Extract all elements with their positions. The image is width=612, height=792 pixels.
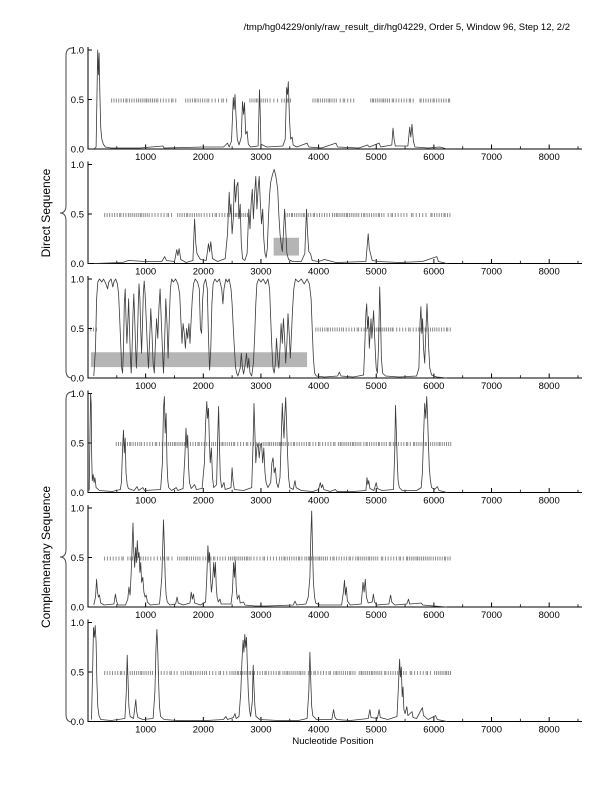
y-tick-label: 1.0 (71, 389, 84, 400)
y-tick-label: 1.0 (71, 503, 84, 514)
x-tick-label: 5000 (366, 725, 387, 736)
y-tick-label: 0.5 (71, 438, 84, 449)
x-tick-label: 6000 (423, 610, 444, 621)
panel-axes (87, 619, 582, 722)
x-tick-label: 2000 (193, 267, 214, 278)
x-tick-label: 8000 (539, 267, 560, 278)
y-tick-label: 0.0 (71, 373, 84, 384)
y-tick-label: 0.5 (71, 553, 84, 564)
x-tick-label: 6000 (423, 381, 444, 392)
sequence-curve (91, 625, 448, 722)
panel-direct-2: 0.0 0.5 1.0 1000 2000 3000 4000 5000 6000 7000 800… (71, 160, 582, 278)
x-tick-label: 4000 (308, 267, 329, 278)
x-tick-label: 2000 (193, 725, 214, 736)
x-tick-label: 8000 (539, 152, 560, 163)
x-tick-label: 8000 (539, 725, 560, 736)
figure-title: /tmp/hg04229/only/raw_result_dir/hg04229… (243, 22, 570, 33)
x-tick-label: 7000 (481, 610, 502, 621)
x-tick-label: 7000 (481, 725, 502, 736)
x-tick-label: 3000 (250, 496, 271, 507)
x-tick-label: 4000 (308, 496, 329, 507)
x-tick-label: 5000 (366, 496, 387, 507)
x-tick-label: 5000 (366, 152, 387, 163)
y-tick-label: 1.0 (71, 618, 84, 629)
x-tick-label: 1000 (135, 152, 156, 163)
y-tick-label: 0.5 (71, 209, 84, 220)
x-tick-label: 1000 (135, 496, 156, 507)
x-tick-label: 7000 (481, 496, 502, 507)
x-tick-label: 2000 (193, 381, 214, 392)
sequence-curve (93, 278, 448, 379)
x-tick-label: 4000 (308, 381, 329, 392)
x-tick-label: 3000 (250, 267, 271, 278)
x-tick-label: 6000 (423, 267, 444, 278)
x-tick-label: 4000 (308, 725, 329, 736)
panel-complementary-2: 0.0 0.5 1.0 1000 2000 3000 4000 5000 6000 7000 800… (71, 503, 582, 621)
x-tick-label: 1000 (135, 381, 156, 392)
x-tick-label: 2000 (193, 152, 214, 163)
sequence-curve (88, 393, 448, 493)
sequence-curve (93, 169, 448, 264)
panel-complementary-3: 0.0 0.5 1.0 1000 2000 3000 4000 5000 6000 7000 800… (71, 618, 582, 736)
x-axis-title: Nucleotide Position (292, 736, 374, 747)
x-tick-label: 5000 (366, 381, 387, 392)
x-tick-label: 3000 (250, 725, 271, 736)
y-tick-label: 0.0 (71, 717, 84, 728)
x-tick-label: 8000 (539, 381, 560, 392)
y-tick-label: 1.0 (71, 160, 84, 171)
x-tick-label: 4000 (308, 152, 329, 163)
y-tick-label: 1.0 (71, 45, 84, 56)
y-tick-label: 0.0 (71, 602, 84, 613)
panel-axes (87, 161, 582, 264)
y-tick-label: 0.0 (71, 144, 84, 155)
direct-group-brace (59, 47, 73, 379)
x-tick-label: 2000 (193, 496, 214, 507)
x-tick-label: 7000 (481, 381, 502, 392)
x-tick-label: 6000 (423, 152, 444, 163)
x-tick-label: 5000 (366, 610, 387, 621)
x-tick-label: 3000 (250, 610, 271, 621)
panel-axes (87, 47, 582, 150)
panel-complementary-1: 0.0 0.5 1.0 1000 2000 3000 4000 5000 6000 7000 800… (71, 389, 582, 507)
y-tick-label: 0.0 (71, 259, 84, 270)
x-tick-label: 3000 (250, 152, 271, 163)
x-tick-label: 8000 (539, 610, 560, 621)
complementary-group-brace (59, 391, 73, 723)
x-tick-label: 6000 (423, 725, 444, 736)
panel-direct-1: 0.0 0.5 1.0 1000 2000 3000 4000 5000 6000 7000 800… (71, 45, 582, 163)
x-tick-label: 8000 (539, 496, 560, 507)
x-tick-label: 6000 (423, 496, 444, 507)
y-tick-label: 1.0 (71, 274, 84, 285)
y-tick-label: 0.5 (71, 95, 84, 106)
panel-axes (87, 390, 582, 493)
x-tick-label: 7000 (481, 267, 502, 278)
x-tick-label: 3000 (250, 381, 271, 392)
x-tick-label: 5000 (366, 267, 387, 278)
x-tick-label: 1000 (135, 725, 156, 736)
sequence-curve (93, 510, 448, 608)
y-tick-label: 0.0 (71, 488, 84, 499)
x-tick-label: 4000 (308, 610, 329, 621)
panel-direct-3: 0.0 0.5 1.0 1000 2000 3000 4000 5000 6000 7000 800… (71, 274, 582, 392)
x-tick-label: 1000 (135, 267, 156, 278)
y-tick-label: 0.5 (71, 324, 84, 335)
x-tick-label: 7000 (481, 152, 502, 163)
y-tick-label: 0.5 (71, 667, 84, 678)
sequence-curve (93, 49, 448, 150)
x-tick-label: 2000 (193, 610, 214, 621)
x-tick-label: 1000 (135, 610, 156, 621)
